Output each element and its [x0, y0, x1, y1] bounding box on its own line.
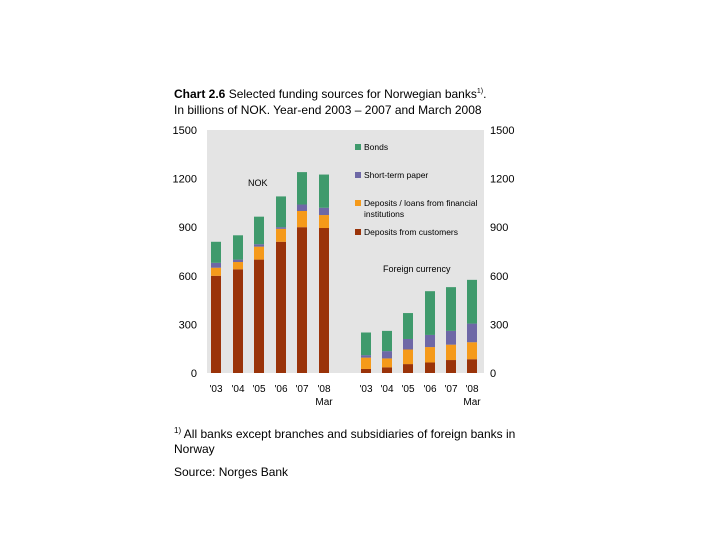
bar-institutions	[467, 342, 477, 360]
bar-customers	[425, 362, 435, 373]
bar-customers	[361, 368, 371, 373]
bar-customers	[382, 367, 392, 373]
bar-institutions	[319, 215, 329, 229]
bar-customers	[467, 359, 477, 373]
bar-paper	[297, 204, 307, 211]
legend-label-bonds: Bonds	[364, 142, 388, 152]
bar-institutions	[233, 262, 243, 270]
y-tick-label-right: 300	[490, 319, 508, 331]
y-tick-label-right: 900	[490, 222, 508, 234]
bar-bonds	[297, 172, 307, 205]
x-tick-label: '08	[465, 384, 478, 395]
bar-paper	[254, 244, 264, 247]
bar-customers	[276, 241, 286, 373]
bar-institutions	[403, 349, 413, 365]
x-tick-label: '04	[231, 384, 244, 395]
legend-label-institutions: Deposits / loans from financial instituti…	[364, 198, 477, 219]
bar-paper	[361, 355, 371, 358]
legend-label-paper: Short-term paper	[364, 170, 428, 180]
x-tick-label: '03	[209, 384, 222, 395]
bar-customers	[319, 228, 329, 373]
x-tick-label: '05	[401, 384, 414, 395]
legend-swatch-institutions	[355, 200, 361, 206]
bar-paper	[425, 334, 435, 348]
legend-swatch-bonds	[355, 144, 361, 150]
y-tick-label-left: 1500	[173, 125, 197, 137]
bar-paper	[403, 338, 413, 350]
x-tick-sublabel: Mar	[463, 397, 481, 408]
bar-paper	[276, 227, 286, 229]
x-tick-label: '05	[252, 384, 265, 395]
bar-customers	[297, 227, 307, 373]
title-footnote-mark: 1)	[476, 88, 484, 95]
x-tick-label: '06	[423, 384, 436, 395]
bar-institutions	[254, 246, 264, 260]
bar-customers	[254, 259, 264, 373]
bar-institutions	[361, 357, 371, 369]
bar-paper	[211, 262, 221, 268]
bar-paper	[319, 207, 329, 216]
y-tick-label-left: 1200	[173, 174, 197, 186]
bar-paper	[446, 330, 456, 345]
y-tick-label-right: 600	[490, 271, 508, 283]
bar-customers	[233, 269, 243, 373]
bar-bonds	[382, 330, 392, 352]
bar-customers	[446, 360, 456, 373]
legend-swatch-paper	[355, 172, 361, 178]
chart-number: Chart 2.6	[174, 87, 226, 101]
annotation-foreign-currency: Foreign currency	[383, 264, 451, 274]
bar-bonds	[425, 291, 435, 335]
bar-paper	[233, 259, 243, 263]
bar-institutions	[297, 211, 307, 228]
x-tick-label: '03	[359, 384, 372, 395]
bar-bonds	[446, 287, 456, 331]
y-tick-label-right: 0	[490, 368, 496, 380]
bar-bonds	[211, 241, 221, 263]
bar-bonds	[254, 216, 264, 245]
bar-bonds	[276, 196, 286, 228]
x-tick-label: '06	[274, 384, 287, 395]
bar-customers	[403, 364, 413, 373]
y-tick-label-left: 0	[191, 368, 197, 380]
chart-title: Chart 2.6 Selected funding sources for N…	[174, 84, 514, 118]
bar-bonds	[361, 332, 371, 356]
bar-bonds	[403, 313, 413, 339]
bar-bonds	[319, 174, 329, 208]
y-tick-label-left: 600	[179, 271, 197, 283]
x-tick-label: '08	[317, 384, 330, 395]
x-tick-label: '04	[380, 384, 393, 395]
title-text: Selected funding sources for Norwegian b…	[225, 87, 477, 101]
y-tick-label-right: 1200	[490, 174, 514, 186]
title-end: .	[483, 87, 487, 101]
x-tick-label: '07	[295, 384, 308, 395]
footnote-mark: 1)	[174, 426, 182, 435]
x-tick-sublabel: Mar	[315, 397, 333, 408]
legend-swatch-customers	[355, 229, 361, 235]
footnote: 1) All banks except branches and subsidi…	[174, 423, 534, 457]
chart-subtitle: In billions of NOK. Year-end 2003 – 2007…	[174, 103, 482, 117]
bar-institutions	[425, 347, 435, 363]
bar-bonds	[467, 279, 477, 324]
y-tick-label-left: 300	[179, 319, 197, 331]
bar-institutions	[446, 344, 456, 361]
bar-institutions	[276, 228, 286, 242]
plot-area	[207, 130, 484, 373]
bar-institutions	[382, 358, 392, 368]
source-note: Source: Norges Bank	[174, 465, 289, 479]
annotation-nok: NOK	[248, 178, 268, 188]
footnote-text: All banks except branches and subsidiari…	[174, 427, 516, 456]
bar-customers	[211, 275, 221, 373]
bar-bonds	[233, 235, 243, 260]
bar-institutions	[211, 267, 221, 276]
x-tick-label: '07	[444, 384, 457, 395]
bar-paper	[382, 351, 392, 359]
y-tick-label-left: 900	[179, 222, 197, 234]
legend-label-customers: Deposits from customers	[364, 227, 458, 237]
bar-paper	[467, 323, 477, 343]
y-tick-label-right: 1500	[490, 125, 514, 137]
